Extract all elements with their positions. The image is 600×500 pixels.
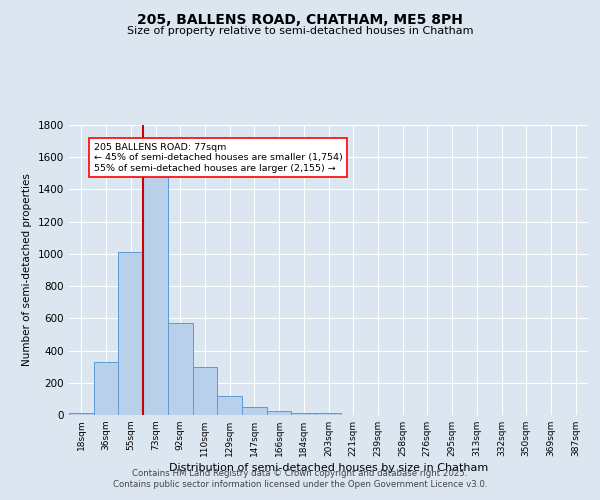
Bar xyxy=(69,412,94,415)
Bar xyxy=(118,252,143,415)
Y-axis label: Number of semi-detached properties: Number of semi-detached properties xyxy=(22,174,32,366)
Bar xyxy=(267,411,292,415)
Bar xyxy=(316,414,341,415)
Bar xyxy=(292,412,316,415)
Text: 205 BALLENS ROAD: 77sqm
← 45% of semi-detached houses are smaller (1,754)
55% of: 205 BALLENS ROAD: 77sqm ← 45% of semi-de… xyxy=(94,142,343,172)
Bar xyxy=(143,172,168,415)
Bar xyxy=(168,323,193,415)
Bar xyxy=(193,366,217,415)
Bar xyxy=(94,362,118,415)
X-axis label: Distribution of semi-detached houses by size in Chatham: Distribution of semi-detached houses by … xyxy=(169,463,488,473)
Bar xyxy=(217,396,242,415)
Text: Size of property relative to semi-detached houses in Chatham: Size of property relative to semi-detach… xyxy=(127,26,473,36)
Bar xyxy=(242,407,267,415)
Text: Contains HM Land Registry data © Crown copyright and database right 2025.: Contains HM Land Registry data © Crown c… xyxy=(132,468,468,477)
Text: Contains public sector information licensed under the Open Government Licence v3: Contains public sector information licen… xyxy=(113,480,487,489)
Text: 205, BALLENS ROAD, CHATHAM, ME5 8PH: 205, BALLENS ROAD, CHATHAM, ME5 8PH xyxy=(137,12,463,26)
